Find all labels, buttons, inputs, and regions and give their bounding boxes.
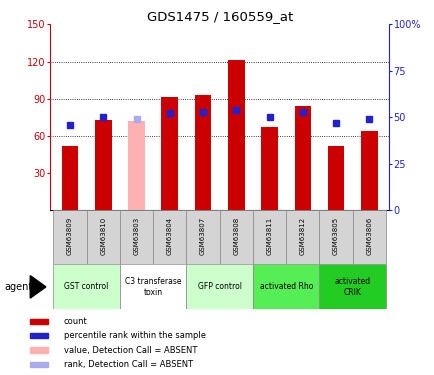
- Title: GDS1475 / 160559_at: GDS1475 / 160559_at: [146, 10, 292, 23]
- Bar: [30, 362, 48, 367]
- Text: value, Detection Call = ABSENT: value, Detection Call = ABSENT: [63, 346, 197, 355]
- Bar: [62, 146, 78, 210]
- Text: GSM63808: GSM63808: [233, 217, 239, 255]
- Bar: [53, 210, 86, 264]
- Bar: [194, 95, 211, 210]
- Bar: [95, 120, 111, 210]
- Bar: [128, 121, 145, 210]
- Text: percentile rank within the sample: percentile rank within the sample: [63, 331, 205, 340]
- Text: GSM63803: GSM63803: [133, 217, 139, 255]
- Bar: [30, 347, 48, 352]
- Bar: [120, 264, 186, 309]
- Text: GSM63805: GSM63805: [332, 217, 339, 255]
- Polygon shape: [30, 276, 46, 298]
- Bar: [186, 210, 219, 264]
- Text: GSM63810: GSM63810: [100, 217, 106, 255]
- Bar: [227, 60, 244, 210]
- Text: agent: agent: [4, 282, 33, 292]
- Text: GSM63812: GSM63812: [299, 217, 305, 255]
- Text: GSM63809: GSM63809: [67, 217, 73, 255]
- Text: count: count: [63, 316, 87, 326]
- Bar: [153, 210, 186, 264]
- Bar: [286, 210, 319, 264]
- Bar: [30, 319, 48, 324]
- Bar: [53, 264, 120, 309]
- Text: GSM63804: GSM63804: [166, 217, 172, 255]
- Bar: [30, 333, 48, 338]
- Text: GSM63811: GSM63811: [266, 217, 272, 255]
- Bar: [252, 210, 286, 264]
- Bar: [360, 131, 377, 210]
- Text: C3 transferase
toxin: C3 transferase toxin: [125, 277, 181, 297]
- Text: GSM63806: GSM63806: [365, 217, 372, 255]
- Bar: [352, 210, 385, 264]
- Bar: [319, 210, 352, 264]
- Text: activated Rho: activated Rho: [259, 282, 312, 291]
- Bar: [252, 264, 319, 309]
- Bar: [261, 127, 277, 210]
- Text: GSM63807: GSM63807: [200, 217, 206, 255]
- Text: GST control: GST control: [64, 282, 108, 291]
- Text: activated
CRIK: activated CRIK: [334, 277, 370, 297]
- Bar: [161, 98, 178, 210]
- Bar: [86, 210, 120, 264]
- Text: GFP control: GFP control: [197, 282, 241, 291]
- Bar: [327, 146, 344, 210]
- Bar: [294, 106, 310, 210]
- Bar: [219, 210, 252, 264]
- Bar: [186, 264, 252, 309]
- Bar: [319, 264, 385, 309]
- Text: rank, Detection Call = ABSENT: rank, Detection Call = ABSENT: [63, 360, 192, 369]
- Bar: [120, 210, 153, 264]
